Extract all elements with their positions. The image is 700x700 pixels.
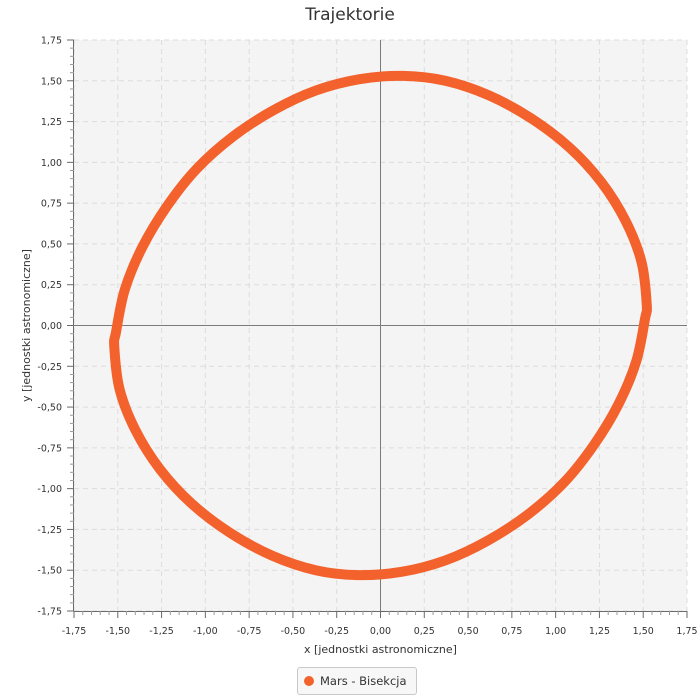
x-tick-label: -1,50 — [105, 626, 130, 637]
x-tick-label: 0,75 — [501, 626, 522, 637]
x-tick-label: 1,75 — [676, 626, 697, 637]
y-tick-label: -1,50 — [37, 566, 62, 577]
y-tick-label: 1,50 — [41, 76, 62, 87]
y-tick-label: 1,75 — [41, 36, 62, 47]
x-axis-title: x [jednostki astronomiczne] — [304, 643, 457, 656]
y-tick-label: -1,00 — [37, 484, 62, 495]
x-tick-label: -0,50 — [281, 626, 306, 637]
y-tick-label: -1,25 — [37, 525, 62, 536]
y-tick-label: 1,25 — [41, 117, 62, 128]
y-tick-label: 0,50 — [41, 239, 62, 250]
y-axis-title: y [jednostki astronomiczne] — [20, 249, 33, 402]
zero-axis-lines — [74, 40, 687, 611]
x-tick-label: 1,50 — [633, 626, 654, 637]
y-tick-label: 0,25 — [41, 280, 62, 291]
x-tick-label: 0,00 — [370, 626, 391, 637]
x-tick-label: -1,00 — [193, 626, 218, 637]
y-tick-label: -0,50 — [37, 403, 62, 414]
y-tick-label: 0,00 — [41, 321, 62, 332]
x-tick-label: 0,50 — [457, 626, 478, 637]
x-tick-label: -1,75 — [62, 626, 87, 637]
x-tick-label: 0,25 — [414, 626, 435, 637]
axes: -1,75 -1,50 -1,25 -1,00 -0,75 -0,50 -0,25 0,00 0… — [37, 36, 697, 638]
legend-marker-icon — [304, 676, 314, 686]
chart-title: Trajektorie — [305, 5, 395, 25]
y-tick-label: -0,25 — [37, 362, 62, 373]
y-tick-label: -1,75 — [37, 607, 62, 618]
trajectory-line — [109, 70, 652, 581]
x-tick-label: 1,00 — [545, 626, 566, 637]
x-tick-label: -0,25 — [324, 626, 349, 637]
x-tick-label: 1,25 — [589, 626, 610, 637]
series-layer — [109, 70, 652, 581]
x-tick-label: -0,75 — [237, 626, 262, 637]
legend: Mars - Bisekcja — [297, 667, 417, 695]
legend-label: Mars - Bisekcja — [320, 674, 407, 688]
y-tick-label: 0,75 — [41, 199, 62, 210]
y-tick-label: -0,75 — [37, 443, 62, 454]
x-tick-label: -1,25 — [149, 626, 174, 637]
y-tick-label: 1,00 — [41, 158, 62, 169]
